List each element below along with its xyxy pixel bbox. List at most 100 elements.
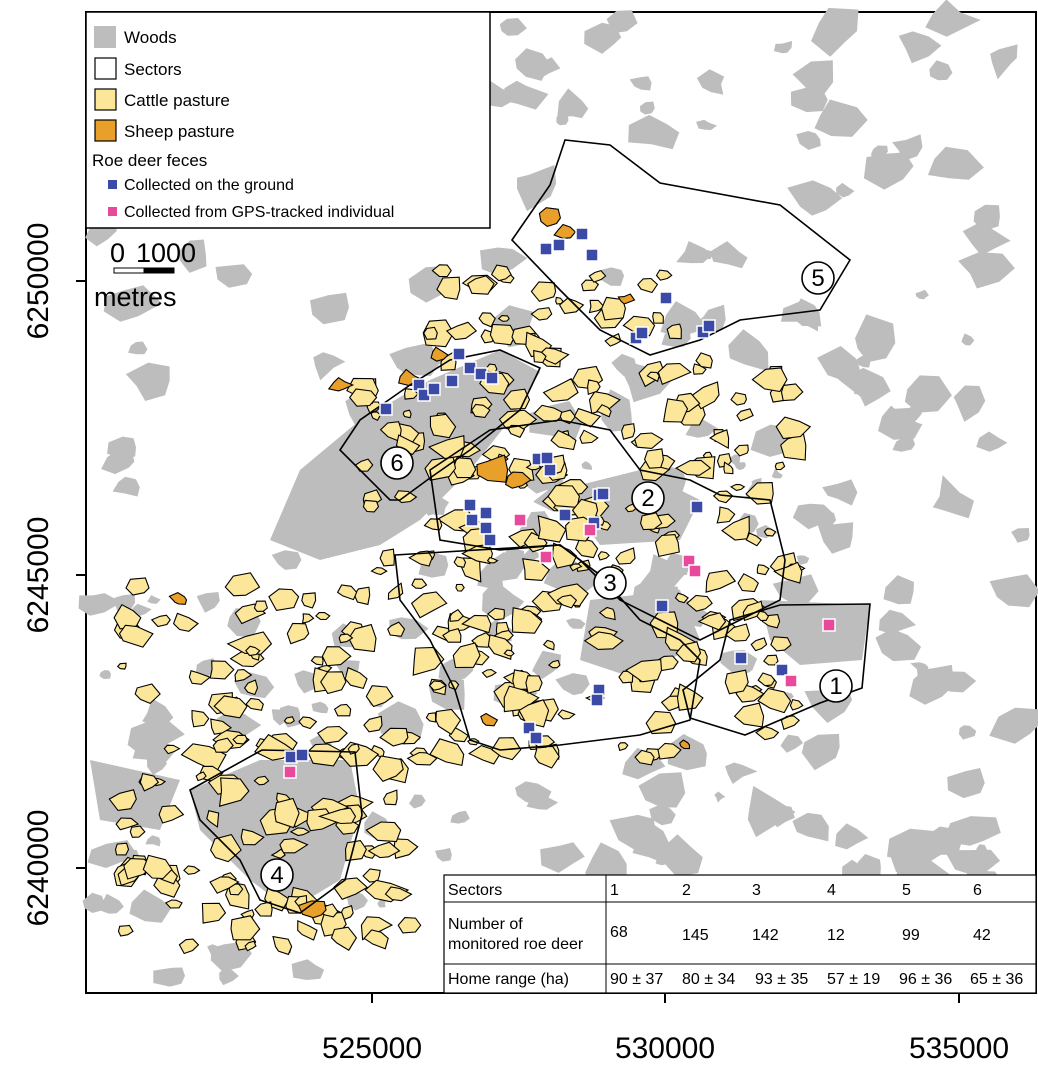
- woods-patch: [480, 247, 528, 275]
- cattle-pasture: [675, 641, 702, 663]
- cattle-pasture: [486, 556, 499, 564]
- feces-gps-point: [784, 674, 798, 688]
- table-deer-3: 142: [752, 927, 779, 944]
- woods-patch: [532, 650, 561, 680]
- woods-patch: [771, 467, 783, 479]
- table-header-1: 1: [610, 882, 619, 899]
- feces-ground-point: [463, 498, 477, 512]
- cattle-pasture: [556, 594, 578, 609]
- woods-patch: [584, 22, 622, 54]
- cattle-pasture: [657, 362, 692, 386]
- woods-patch: [196, 592, 220, 613]
- sector-label-circle-2: [631, 481, 665, 515]
- cattle-pasture: [333, 703, 352, 717]
- table-deer-1: 68: [610, 924, 628, 941]
- feces-ground-point: [445, 374, 459, 388]
- cattle-pasture: [209, 660, 235, 680]
- legend-sheep-swatch: [94, 119, 117, 142]
- cattle-pasture: [757, 687, 792, 714]
- woods-patch: [107, 436, 136, 459]
- sheep-pasture: [430, 346, 449, 362]
- feces-ground-point: [379, 402, 393, 416]
- pasture-layer: [108, 207, 812, 956]
- cattle-pasture: [435, 708, 462, 735]
- sector-label-1: 1: [829, 673, 842, 700]
- woods-patch: [629, 76, 652, 91]
- cattle-pasture: [210, 718, 233, 735]
- cattle-pasture: [379, 548, 395, 567]
- cattle-pasture: [558, 297, 585, 315]
- woods-patch: [566, 618, 586, 629]
- feces-ground-point: [575, 227, 589, 241]
- sector-boundary-5: [510, 139, 852, 356]
- cattle-pasture: [598, 606, 616, 621]
- cattle-pasture: [662, 398, 689, 423]
- cattle-pasture: [596, 404, 612, 418]
- feces-ground-point: [734, 651, 748, 665]
- cattle-pasture: [756, 610, 770, 622]
- woods-patch: [953, 385, 986, 422]
- woods-patch: [932, 475, 974, 519]
- cattle-pasture: [436, 276, 461, 300]
- woods-patch: [878, 609, 916, 634]
- cattle-pasture: [716, 506, 736, 524]
- woods-patch: [408, 402, 422, 416]
- woods-patch: [989, 574, 1038, 608]
- woods-patch: [976, 431, 1008, 452]
- cattle-pasture: [615, 547, 636, 565]
- cattle-pasture: [406, 751, 438, 766]
- woods-patch: [989, 707, 1038, 744]
- table-header-label: Sectors: [448, 882, 502, 899]
- feces-ground-point: [485, 371, 499, 385]
- woods-patch: [179, 239, 207, 273]
- legend-gps-swatch: [108, 207, 117, 216]
- sector-boundary-6: [338, 349, 542, 501]
- cattle-pasture: [442, 628, 462, 643]
- woods-patch: [870, 145, 888, 160]
- woods-patch: [929, 60, 953, 81]
- cattle-pasture: [321, 646, 352, 667]
- cattle-pasture: [709, 429, 730, 450]
- woods-patch: [599, 267, 625, 286]
- cattle-pasture: [397, 917, 422, 934]
- woods-patch: [855, 314, 896, 363]
- cattle-pasture: [640, 512, 663, 531]
- cattle-pasture: [117, 924, 134, 937]
- cattle-pasture: [674, 459, 712, 476]
- cattle-pasture: [379, 727, 409, 747]
- woods-patch: [760, 600, 870, 665]
- feces-ground-point: [295, 748, 309, 762]
- table-home-3: 93 ± 35: [755, 971, 808, 988]
- cattle-pasture: [583, 631, 624, 650]
- cattle-pasture: [587, 379, 601, 396]
- sheep-pasture: [480, 712, 499, 727]
- cattle-pasture: [270, 848, 286, 859]
- woods-patch: [822, 479, 858, 506]
- cattle-pasture: [522, 558, 551, 581]
- woods-patch: [796, 131, 821, 150]
- cattle-pasture: [686, 594, 713, 612]
- woods-patch: [728, 329, 769, 372]
- woods-patch: [638, 772, 686, 808]
- woods-patch: [132, 727, 177, 762]
- cattle-pasture: [317, 807, 357, 825]
- cattle-pasture: [129, 825, 146, 838]
- x-tick-label-2: 530000: [615, 1032, 715, 1065]
- woods-patch: [856, 355, 871, 368]
- cattle-pasture: [695, 352, 713, 369]
- feces-ground-point: [522, 721, 536, 735]
- cattle-pasture: [643, 448, 664, 469]
- sector-boundary-1: [682, 603, 871, 736]
- legend-sectors-label: Sectors: [124, 60, 182, 79]
- y-tick-label-3: 6250000: [22, 223, 55, 340]
- cattle-pasture: [588, 269, 607, 283]
- cattle-pasture: [114, 842, 130, 856]
- woods-patch: [633, 132, 648, 142]
- woods-patch: [409, 794, 426, 809]
- cattle-pasture: [486, 607, 505, 621]
- cattle-pasture: [279, 838, 309, 854]
- woods-patch: [1011, 528, 1030, 543]
- feces-gps-point: [822, 618, 836, 632]
- sector-label-3: 3: [603, 570, 616, 597]
- cattle-pasture: [298, 716, 318, 730]
